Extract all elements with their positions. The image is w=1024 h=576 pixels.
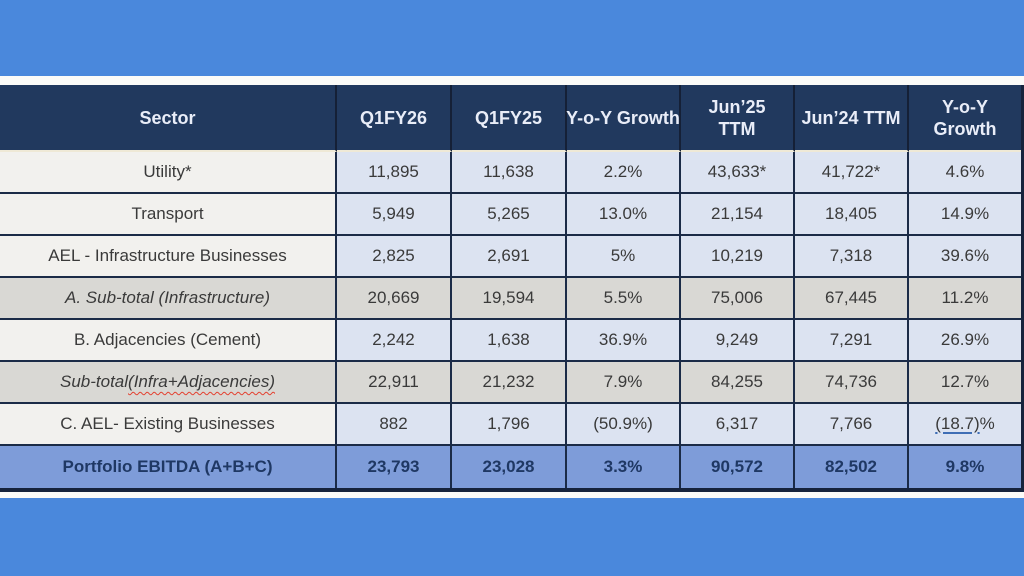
value-cell: 10,219 bbox=[681, 236, 795, 278]
value-cell: 2.2% bbox=[567, 152, 681, 194]
sector-cell-row-5: B. Adjacencies (Cement) bbox=[0, 320, 337, 362]
text-segment: (18.7) bbox=[935, 414, 980, 433]
value-cell: 5,949 bbox=[337, 194, 452, 236]
sector-cell-row-3: AEL - Infrastructure Businesses bbox=[0, 236, 337, 278]
value-cell: 74,736 bbox=[795, 362, 909, 404]
value-cell: 75,006 bbox=[681, 278, 795, 320]
value-cell: 19,594 bbox=[452, 278, 567, 320]
value-cell: 7,291 bbox=[795, 320, 909, 362]
value-cell: 5.5% bbox=[567, 278, 681, 320]
value-cell: 18,405 bbox=[795, 194, 909, 236]
value-cell: 26.9% bbox=[909, 320, 1021, 362]
value-cell: (50.9%) bbox=[567, 404, 681, 446]
sector-cell-row-7: C. AEL- Existing Businesses bbox=[0, 404, 337, 446]
column-header-7: Y-o-Y Growth bbox=[909, 85, 1021, 152]
value-cell: 7,766 bbox=[795, 404, 909, 446]
value-cell: 20,669 bbox=[337, 278, 452, 320]
value-cell: 39.6% bbox=[909, 236, 1021, 278]
sector-cell-row-8: Portfolio EBITDA (A+B+C) bbox=[0, 446, 337, 488]
value-cell: 9,249 bbox=[681, 320, 795, 362]
text-segment: (Infra+Adjacencies) bbox=[128, 372, 275, 391]
value-cell: 4.6% bbox=[909, 152, 1021, 194]
column-header-4: Y-o-Y Growth bbox=[566, 85, 681, 152]
value-cell: 11.2% bbox=[909, 278, 1021, 320]
value-cell: 36.9% bbox=[567, 320, 681, 362]
value-cell: 67,445 bbox=[795, 278, 909, 320]
value-cell: 2,242 bbox=[337, 320, 452, 362]
value-cell: 23,028 bbox=[452, 446, 567, 488]
column-header-1: Sector bbox=[0, 85, 337, 152]
value-cell: (18.7)% bbox=[909, 404, 1021, 446]
value-cell: 7.9% bbox=[567, 362, 681, 404]
value-cell: 43,633* bbox=[681, 152, 795, 194]
value-cell: 13.0% bbox=[567, 194, 681, 236]
ebitda-sector-table: Sector Q1FY26 Q1FY25 Y-o-Y Growth Jun’25 TTM J… bbox=[0, 85, 1024, 492]
value-cell: 41,722* bbox=[795, 152, 909, 194]
value-cell: 90,572 bbox=[681, 446, 795, 488]
bottom-white-divider bbox=[0, 492, 1024, 498]
value-cell: 21,154 bbox=[681, 194, 795, 236]
column-header-5: Jun’25 TTM bbox=[681, 85, 795, 152]
value-cell: 1,796 bbox=[452, 404, 567, 446]
value-cell: 1,638 bbox=[452, 320, 567, 362]
value-cell: 21,232 bbox=[452, 362, 567, 404]
value-cell: 9.8% bbox=[909, 446, 1021, 488]
value-cell: 5,265 bbox=[452, 194, 567, 236]
value-cell: 14.9% bbox=[909, 194, 1021, 236]
value-cell: 11,638 bbox=[452, 152, 567, 194]
column-header-6: Jun’24 TTM bbox=[795, 85, 909, 152]
text-segment: % bbox=[979, 414, 995, 433]
text-segment: Sub-total bbox=[60, 372, 129, 391]
value-cell: 12.7% bbox=[909, 362, 1021, 404]
top-white-divider bbox=[0, 76, 1024, 85]
sector-cell-row-1: Utility* bbox=[0, 152, 337, 194]
sector-cell-row-4: A. Sub-total (Infrastructure) bbox=[0, 278, 337, 320]
value-cell: 6,317 bbox=[681, 404, 795, 446]
sector-cell-row-2: Transport bbox=[0, 194, 337, 236]
value-cell: 11,895 bbox=[337, 152, 452, 194]
value-cell: 3.3% bbox=[567, 446, 681, 488]
sector-cell-row-6: Sub-total (Infra+Adjacencies) bbox=[0, 362, 337, 404]
value-cell: 84,255 bbox=[681, 362, 795, 404]
value-cell: 23,793 bbox=[337, 446, 452, 488]
value-cell: 2,691 bbox=[452, 236, 567, 278]
value-cell: 2,825 bbox=[337, 236, 452, 278]
value-cell: 82,502 bbox=[795, 446, 909, 488]
column-header-3: Q1FY25 bbox=[452, 85, 567, 152]
value-cell: 7,318 bbox=[795, 236, 909, 278]
value-cell: 22,911 bbox=[337, 362, 452, 404]
column-header-2: Q1FY26 bbox=[337, 85, 452, 152]
value-cell: 5% bbox=[567, 236, 681, 278]
value-cell: 882 bbox=[337, 404, 452, 446]
